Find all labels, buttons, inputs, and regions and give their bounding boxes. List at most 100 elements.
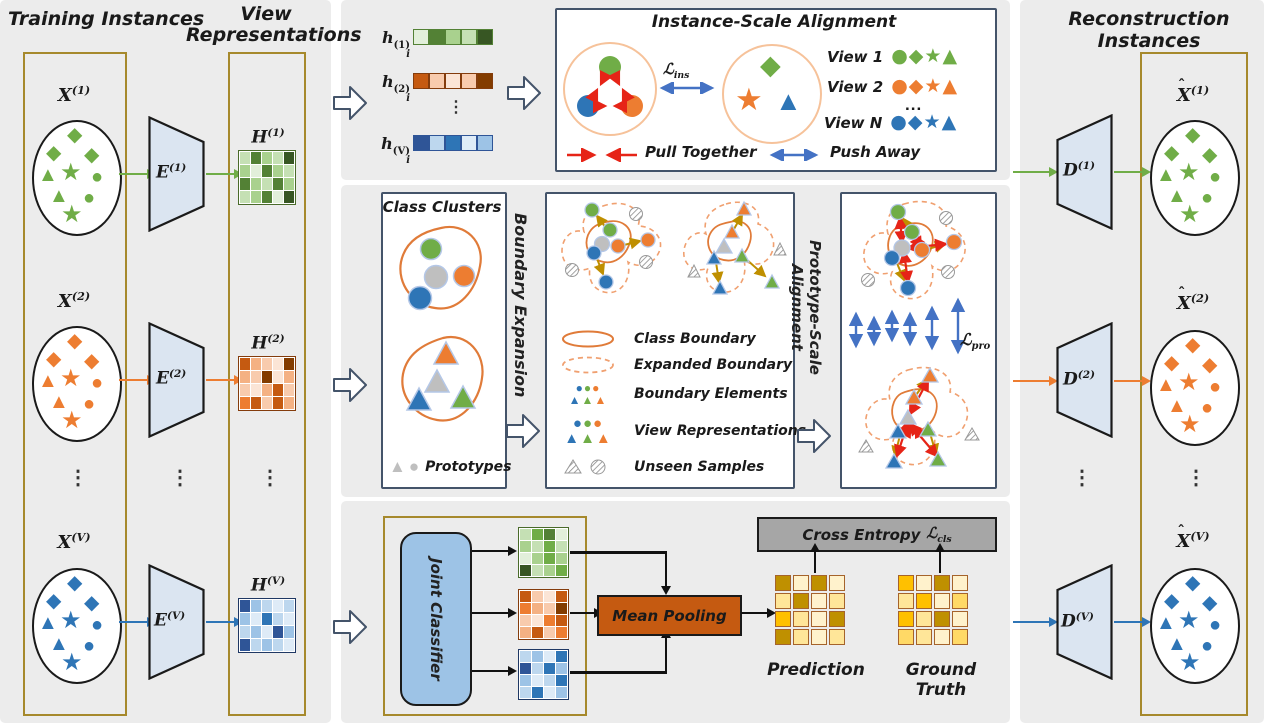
classifier-output-blue xyxy=(518,649,569,700)
grid-cell xyxy=(556,675,567,686)
grid-cell xyxy=(284,191,294,203)
arrow-decoderv-to-xhatv xyxy=(1114,616,1151,627)
joint-classifier-box xyxy=(383,516,587,716)
grid-cell xyxy=(429,29,445,45)
encoder-column-ellipsis: ⋮ xyxy=(170,467,190,489)
h-vectorv xyxy=(413,135,493,151)
grid-cell xyxy=(262,626,272,638)
grid-cell xyxy=(544,603,555,614)
star-icon: ★ xyxy=(1178,369,1200,396)
grid-cell xyxy=(532,651,543,662)
reconstruction-oval-view1: ◆ ◆ ◆ ▲ ★ ● ▲ ● ★ xyxy=(1150,120,1240,236)
grid-cell xyxy=(477,29,493,45)
arrow-orange-grid-to-mean-pooling xyxy=(570,607,603,618)
arrow-classifier-to-blue-grid xyxy=(472,665,517,676)
grid-cell xyxy=(240,639,250,651)
prediction-grid xyxy=(775,575,845,645)
cross-entropy-box: Cross Entropy ℒcls xyxy=(757,517,997,552)
reconstruction-oval-viewV: ◆ ◆ ◆ ▲ ★ ● ▲ ● ★ xyxy=(1150,568,1240,684)
grid-cell xyxy=(556,529,567,540)
arrow-prediction-to-cross-entropy xyxy=(809,543,820,573)
arrow-x1-to-encoder1 xyxy=(119,168,156,179)
block-arrow-row2-icon xyxy=(333,368,367,402)
grid-cell xyxy=(284,397,294,409)
view2-legend-row: View 2 ●◆★▲ xyxy=(827,75,959,97)
grid-cell xyxy=(520,541,531,552)
grid-cell xyxy=(284,165,294,177)
green-node xyxy=(599,56,621,78)
circle-icon: ● xyxy=(1209,166,1222,188)
grid-cell xyxy=(829,593,845,609)
grid-cell xyxy=(461,135,477,151)
arrow-encoderv-to-hv xyxy=(206,616,243,627)
cross-entropy-label: Cross Entropy xyxy=(802,525,921,544)
circle-icon: ● xyxy=(91,372,104,394)
grid-cell xyxy=(461,29,477,45)
triangle-icon: ▲ xyxy=(1167,633,1187,655)
boundary-expansion-label: Boundary Expansion xyxy=(511,212,530,398)
star-icon: ★ xyxy=(1178,607,1200,634)
triangle-icon: ▲ xyxy=(38,370,58,392)
star-icon: ★ xyxy=(1179,411,1201,438)
grid-cell xyxy=(898,575,914,591)
grid-cell xyxy=(520,627,531,638)
pull-together-icon xyxy=(567,148,637,162)
grid-cell xyxy=(520,565,531,576)
viewn-shape-icons: ●◆★▲ xyxy=(890,111,958,133)
triangle-icon: ▲ xyxy=(1167,185,1187,207)
grid-cell xyxy=(811,593,827,609)
grid-cell xyxy=(284,384,294,396)
arrow-panel-to-decoder2 xyxy=(1013,375,1058,386)
circle-icon: ● xyxy=(1209,376,1222,398)
diamond-icon: ◆ xyxy=(760,50,781,80)
prototype-scale-alignment-label: Prototype-Scale Alignment xyxy=(788,240,824,375)
diamond-icon: ◆ xyxy=(1202,592,1218,614)
diamond-icon: ◆ xyxy=(84,592,100,614)
grid-cell xyxy=(544,591,555,602)
star-icon: ★ xyxy=(60,159,82,186)
grid-cell xyxy=(544,663,555,674)
grid-cell xyxy=(934,611,950,627)
grid-cell xyxy=(251,613,261,625)
viewn-legend-row: View N ●◆★▲ xyxy=(824,111,958,133)
view-representations-legend: ●●● ▲▲▲ View Representations xyxy=(560,416,806,446)
boundary-elements-legend: ●●● ▲▲▲ Boundary Elements xyxy=(560,382,788,406)
grid-cell xyxy=(532,687,543,698)
grid-cell xyxy=(556,553,567,564)
arrow-panel-to-decoder1 xyxy=(1013,166,1058,177)
triangle-icon: ▲ xyxy=(38,164,58,186)
block-arrow-row1-icon xyxy=(333,86,367,120)
triangle-icon: ▲ xyxy=(49,185,69,207)
grid-cell xyxy=(262,178,272,190)
h-column-ellipsis: ⋮ xyxy=(260,467,280,489)
encoderv-trapezoid xyxy=(148,564,205,680)
x1-label: X(1) xyxy=(57,84,91,106)
grid-cell xyxy=(544,675,555,686)
grid-cell xyxy=(775,593,791,609)
xhat2-label: ˆ X(2) xyxy=(1176,284,1210,314)
class-boundary-icon xyxy=(562,330,614,348)
grid-cell xyxy=(251,358,261,370)
grid-cell xyxy=(240,397,250,409)
grid-cell xyxy=(240,191,250,203)
grid-cell xyxy=(556,687,567,698)
grid-cell xyxy=(556,565,567,576)
decoderv-label: D(V) xyxy=(1061,611,1094,632)
grid-cell xyxy=(284,152,294,164)
grid-cell xyxy=(544,687,555,698)
grid-cell xyxy=(251,639,261,651)
mean-pooling-box: Mean Pooling xyxy=(597,595,742,636)
grid-cell xyxy=(284,178,294,190)
grid-cell xyxy=(477,73,493,89)
ground-truth-label: Ground Truth xyxy=(905,660,977,700)
grid-cell xyxy=(532,591,543,602)
grid-cell xyxy=(916,593,932,609)
circle-icon: ● xyxy=(83,187,96,209)
grid-cell xyxy=(898,593,914,609)
grid-cell xyxy=(262,165,272,177)
diamond-icon: ◆ xyxy=(1164,352,1180,374)
grid-cell xyxy=(793,593,809,609)
grid-cell xyxy=(240,600,250,612)
star-icon: ★ xyxy=(61,201,83,228)
prototype-triangle-icon: ▲ xyxy=(389,457,406,476)
